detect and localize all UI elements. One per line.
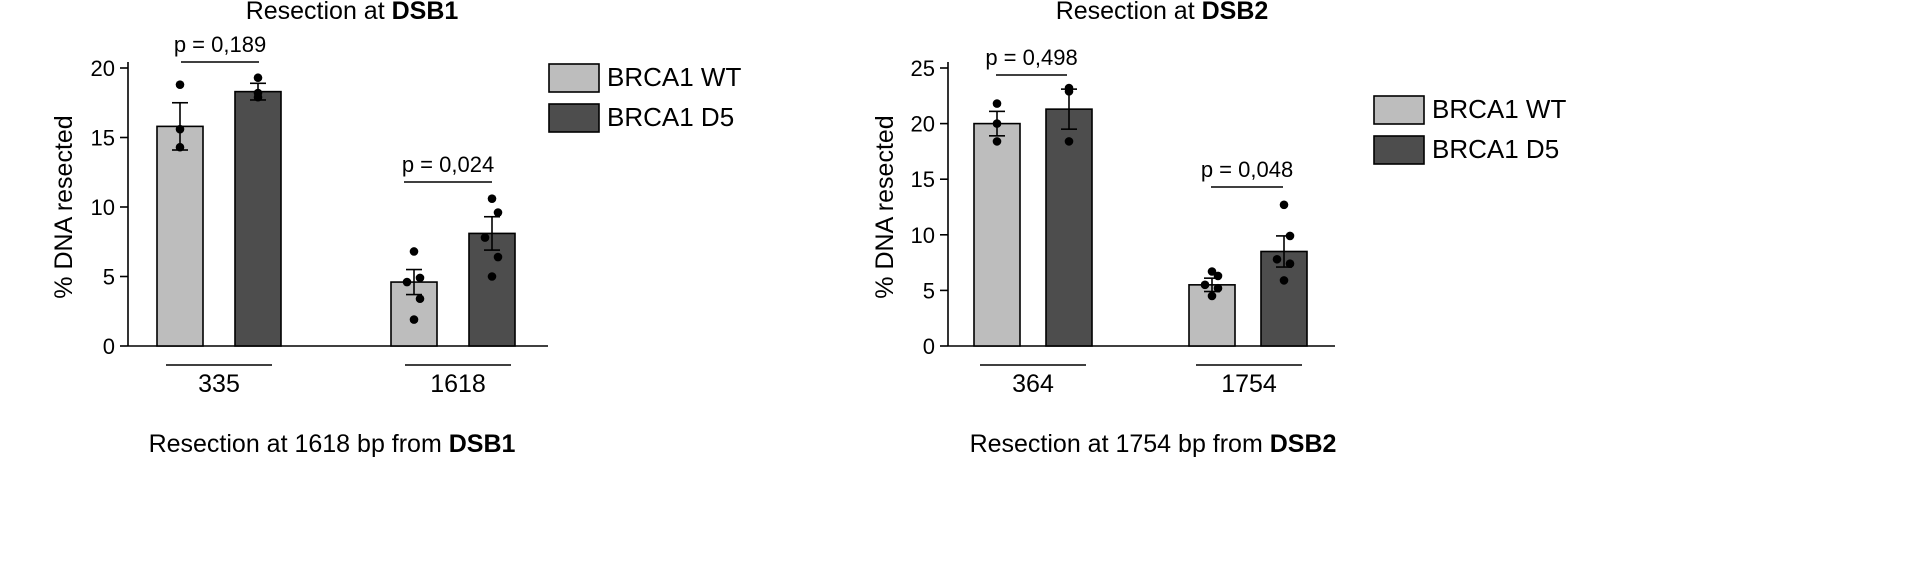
- data-point: [1064, 137, 1074, 146]
- data-point: [992, 119, 1002, 128]
- chart-title-bold: DSB1: [392, 0, 459, 25]
- pvalue-label: p = 0,498: [985, 45, 1077, 70]
- y-tick-label: 0: [103, 334, 115, 359]
- data-point: [992, 99, 1002, 108]
- data-point: [493, 208, 503, 217]
- data-point: [1279, 276, 1289, 285]
- data-point: [175, 142, 185, 152]
- chart-subtitle-bold: DSB1: [449, 430, 516, 458]
- y-tick-label: 20: [91, 56, 115, 81]
- legend-label-d5: BRCA1 D5: [1432, 134, 1559, 164]
- data-point: [253, 73, 263, 83]
- data-point: [1285, 259, 1295, 269]
- legend-label-wt: BRCA1 WT: [607, 62, 741, 92]
- chart-subtitle-prefix: Resection at 1618 bp from: [149, 430, 449, 458]
- bar-d5: [234, 90, 282, 347]
- data-point: [487, 272, 497, 281]
- y-axis-label: % DNA resected: [871, 115, 899, 298]
- x-category-label: 364: [1012, 370, 1054, 398]
- y-tick-label: 25: [911, 56, 935, 81]
- x-category-label: 335: [198, 370, 240, 398]
- y-axis-label: % DNA resected: [50, 115, 78, 298]
- chart-title-prefix: Resection at: [1056, 0, 1202, 25]
- data-point: [1285, 231, 1295, 241]
- chart-title-prefix: Resection at: [246, 0, 392, 25]
- data-point: [415, 294, 425, 304]
- pvalue-label: p = 0,024: [402, 152, 494, 177]
- legend-swatch-d5: [548, 103, 600, 133]
- data-point: [480, 233, 490, 242]
- y-tick-label: 0: [923, 334, 935, 359]
- y-tick-label: 15: [91, 126, 115, 151]
- x-category-label: 1754: [1221, 370, 1277, 398]
- data-point: [175, 124, 185, 134]
- chart-title: Resection at DSB2: [1056, 0, 1269, 25]
- y-tick-label: 5: [923, 278, 935, 303]
- data-point: [487, 194, 497, 203]
- data-point: [1272, 254, 1282, 264]
- pvalue-label: p = 0,189: [174, 32, 266, 57]
- data-point: [1200, 280, 1210, 290]
- legend-swatch-wt: [548, 63, 600, 93]
- bar-d5: [1045, 108, 1093, 347]
- pvalue-label: p = 0,048: [1201, 157, 1293, 182]
- data-point: [1213, 283, 1223, 293]
- bar-wt: [973, 122, 1021, 347]
- y-tick-label: 10: [91, 195, 115, 220]
- legend-label-wt: BRCA1 WT: [1432, 94, 1566, 124]
- chart-title: Resection at DSB1: [246, 0, 459, 25]
- legend-swatch-wt: [1373, 95, 1425, 125]
- data-point: [1213, 271, 1223, 281]
- data-point: [1207, 291, 1217, 301]
- y-tick-label: 5: [103, 265, 115, 290]
- data-point: [409, 247, 419, 256]
- data-point: [1064, 87, 1074, 96]
- data-point: [175, 80, 185, 89]
- data-point: [493, 252, 503, 262]
- y-tick-label: 10: [911, 223, 935, 248]
- x-category-label: 1618: [430, 370, 486, 398]
- bar-wt: [156, 125, 204, 347]
- data-point: [409, 315, 419, 324]
- y-tick-label: 15: [911, 167, 935, 192]
- chart-subtitle: Resection at 1754 bp from DSB2: [970, 430, 1337, 458]
- data-point: [402, 277, 412, 287]
- chart-subtitle: Resection at 1618 bp from DSB1: [149, 430, 516, 458]
- chart-subtitle-prefix: Resection at 1754 bp from: [970, 430, 1270, 458]
- y-tick-label: 20: [911, 112, 935, 137]
- legend-swatch-d5: [1373, 135, 1425, 165]
- data-point: [253, 92, 263, 102]
- chart-subtitle-bold: DSB2: [1270, 430, 1337, 458]
- data-point: [992, 137, 1002, 146]
- bar-d5: [468, 232, 516, 347]
- data-point: [415, 273, 425, 283]
- data-point: [1207, 267, 1217, 276]
- legend-label-d5: BRCA1 D5: [607, 102, 734, 132]
- chart-title-bold: DSB2: [1202, 0, 1269, 25]
- data-point: [1279, 200, 1289, 210]
